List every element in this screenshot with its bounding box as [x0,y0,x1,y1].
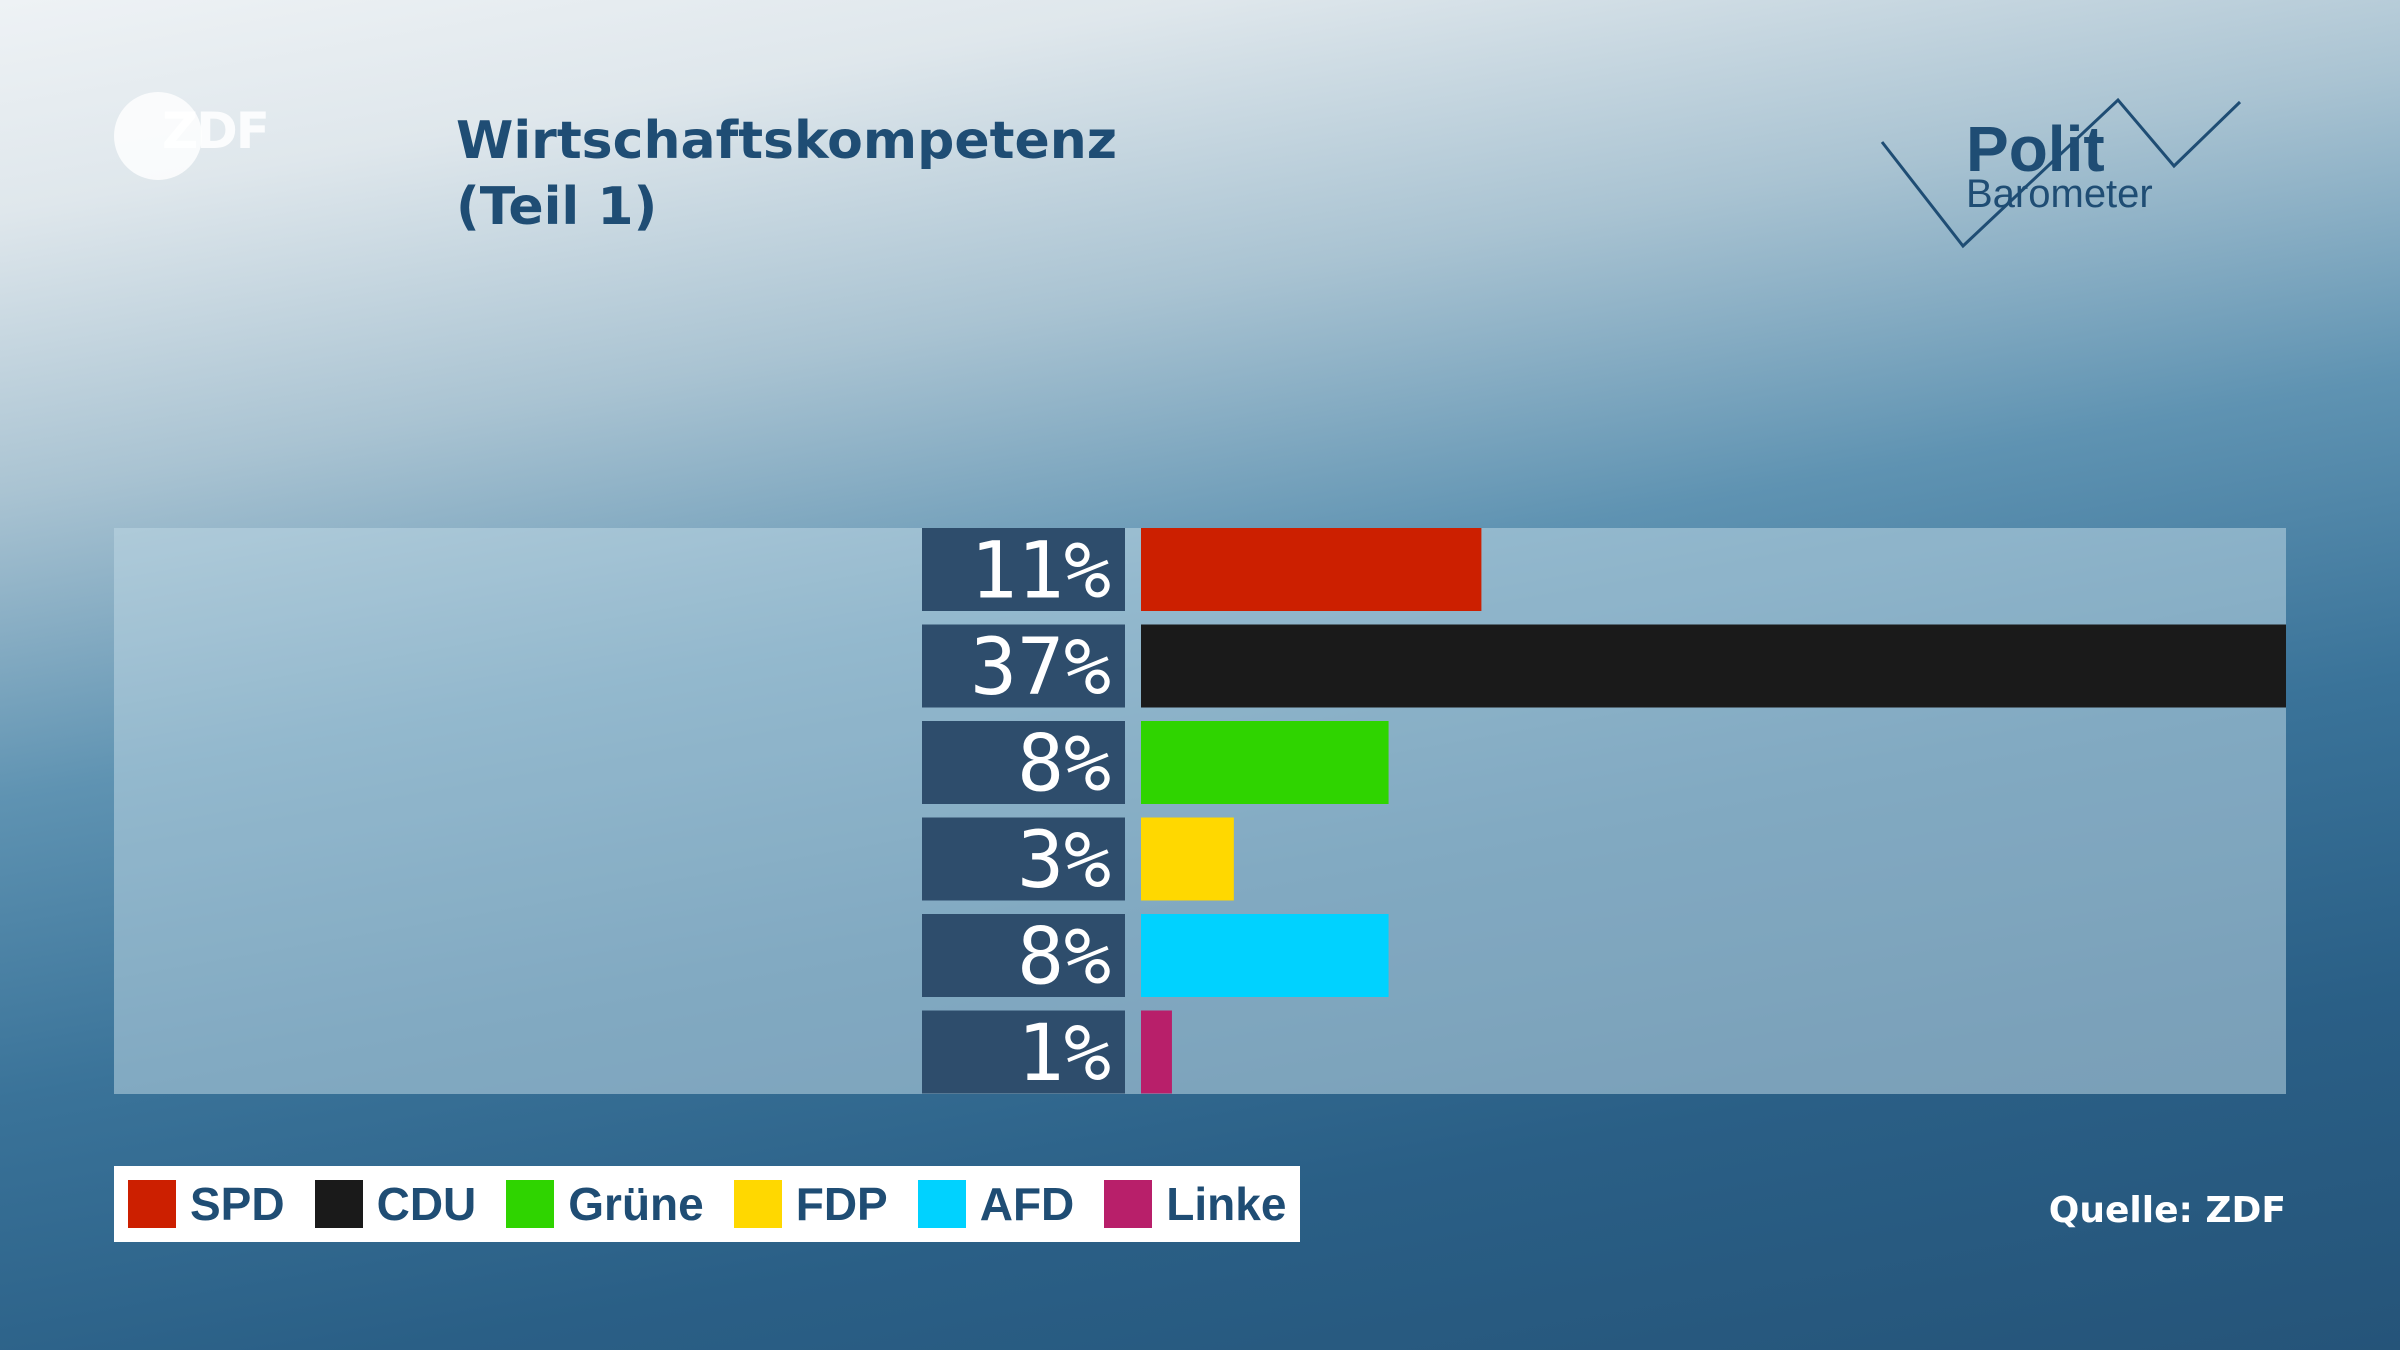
legend-item: SPD [128,1177,285,1231]
legend-item: Grüne [506,1177,704,1231]
value-label: 8% [1017,720,1111,810]
bar-cdu [1141,624,2286,708]
value-label-box [922,1010,1125,1094]
value-label-box [922,817,1125,901]
legend-label: SPD [190,1178,285,1230]
value-label-box [922,721,1125,804]
value-label-box [922,528,1125,611]
value-label: 8% [1017,913,1111,1003]
legend-swatch [128,1180,176,1228]
bar-grüne [1141,721,1389,804]
politbarometer-logo: Polit Barometer [1878,96,2248,256]
bar-afd [1141,914,1389,997]
legend-item: FDP [733,1177,888,1231]
chart-panel [114,528,2286,1094]
legend-label: Linke [1166,1178,1287,1230]
legend-label: CDU [376,1178,477,1230]
chart-title: Wirtschaftskompetenz (Teil 1) [456,108,1117,240]
chart-title-line1: Wirtschaftskompetenz [456,111,1117,171]
legend-item: CDU [314,1177,477,1231]
value-label: 1% [1017,1009,1111,1099]
legend-swatch [1104,1180,1153,1228]
legend-swatch [733,1180,782,1228]
zdf-logo-circle [114,92,202,180]
legend-item: Linke [1104,1177,1286,1231]
politbarometer-logo-top: Polit [1966,113,2105,185]
zdf-logo: ZDF [114,88,274,184]
value-label: 3% [1017,816,1111,906]
legend-swatch [506,1180,555,1228]
bar-linke [1141,1010,1172,1094]
source-label: Quelle: ZDF [2048,1190,2286,1231]
zdf-logo-text: ZDF [162,102,270,160]
chart-title-line2: (Teil 1) [456,177,658,237]
politbarometer-zigzag-icon [1880,97,2242,249]
value-label: 37% [970,623,1111,713]
legend-label: Grüne [568,1178,704,1230]
legend-swatch [314,1180,363,1228]
value-label: 11% [970,527,1111,617]
politbarometer-logo-bottom: Barometer [1966,172,2153,216]
legend: SPD CDU Grüne FDP AFD Linke [114,1166,1301,1242]
legend-swatch [917,1180,966,1228]
legend-item: AFD [917,1177,1075,1231]
legend-label: FDP [795,1178,888,1230]
value-label-box [922,914,1125,997]
legend-label: AFD [979,1178,1075,1230]
bar-spd [1141,528,1482,611]
bar-fdp [1141,817,1234,901]
value-label-box [922,624,1125,708]
